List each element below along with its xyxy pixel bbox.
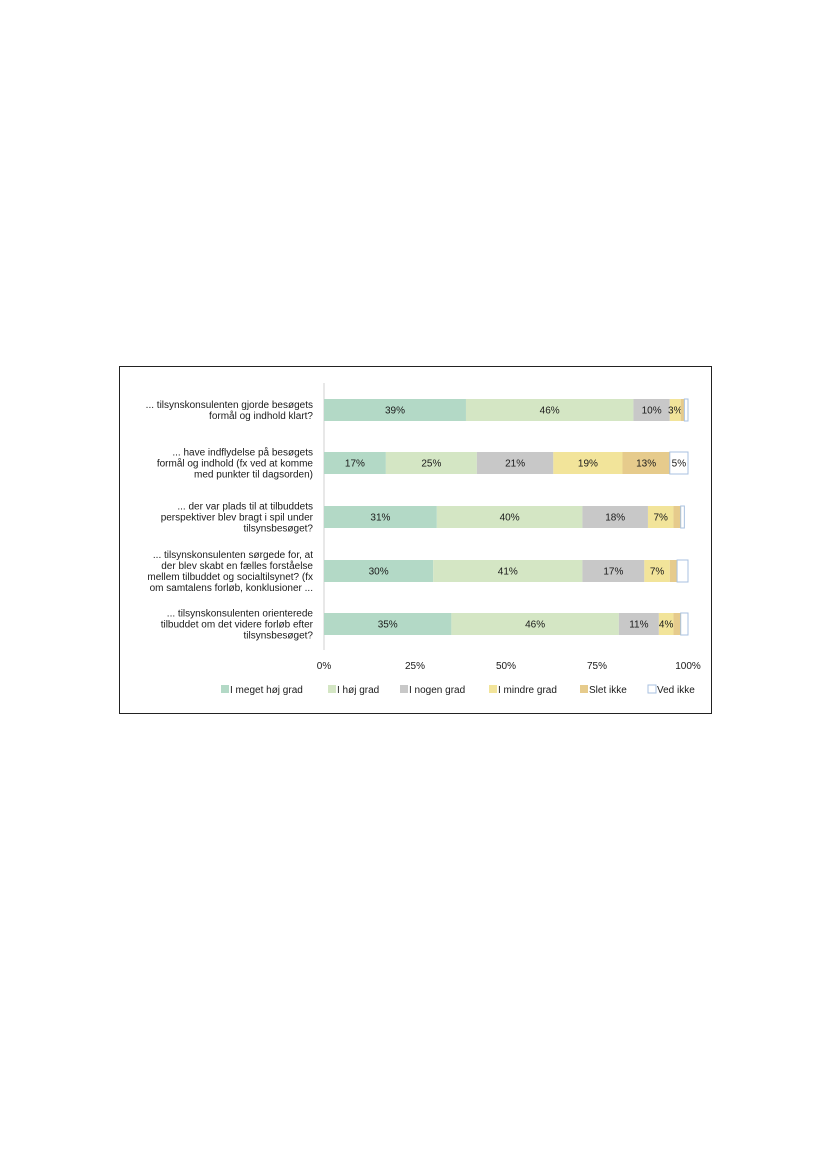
bar-segment-1-1 (324, 399, 466, 421)
bar-segment-4-6 (676, 559, 689, 583)
legend-swatch-3 (400, 685, 408, 693)
bar-segment-3-5 (673, 506, 681, 528)
data-label-3-2: 40% (500, 513, 520, 524)
data-label-4-2: 41% (498, 567, 518, 578)
bar-segment-2-6 (669, 451, 689, 475)
x-tick-label-2: 25% (405, 661, 425, 672)
bar-segment-5-2 (451, 613, 619, 635)
data-label-4-3: 17% (603, 567, 623, 578)
bar-segment-1-6 (683, 398, 689, 422)
data-label-5-1: 35% (378, 620, 398, 631)
bar-segment-5-5 (673, 613, 681, 635)
data-label-5-2: 46% (525, 620, 545, 631)
legend-swatch-6 (647, 684, 657, 694)
data-label-1-4: 3% (668, 406, 683, 417)
x-tick-label-1: 0% (317, 661, 332, 672)
bar-segment-1-2 (465, 399, 634, 421)
bar-segment-1-5 (680, 399, 685, 421)
bar-segment-5-1 (324, 613, 452, 635)
bar-segment-3-4 (647, 506, 674, 528)
data-label-5-4: 4% (659, 620, 674, 631)
data-label-2-3: 21% (505, 459, 525, 470)
data-label-5-3: 11% (629, 620, 648, 631)
bar-segment-4-4 (644, 560, 670, 582)
category-label-5: ... tilsynskonsulenten orienterede tilbud… (161, 609, 314, 642)
stacked-bar-chart: ... tilsynskonsulenten gjorde besøgets fo… (146, 383, 701, 696)
data-label-1-1: 39% (385, 406, 405, 417)
legend-label-5: Slet ikke (589, 685, 627, 696)
data-label-4-1: 30% (369, 567, 389, 578)
legend-swatch-5 (580, 685, 588, 693)
bar-segment-5-6 (680, 612, 689, 636)
bar-segment-3-6 (680, 505, 685, 529)
x-tick-label-5: 100% (675, 661, 701, 672)
legend-label-1: I meget høj grad (230, 685, 303, 696)
bar-segment-3-1 (324, 506, 437, 528)
data-label-2-5: 13% (636, 459, 656, 470)
bar-segment-3-2 (436, 506, 583, 528)
legend-label-6: Ved ikke (657, 685, 695, 696)
data-label-2-2: 25% (421, 459, 441, 470)
bar-segment-1-3 (633, 399, 670, 421)
bar-segment-3-3 (582, 506, 648, 528)
bar-segment-2-2 (385, 452, 477, 474)
legend-swatch-4 (489, 685, 497, 693)
legend-label-4: I mindre grad (498, 685, 557, 696)
data-label-1-3: 10% (642, 406, 662, 417)
data-label-3-4: 7% (653, 513, 668, 524)
legend-label-2: I høj grad (337, 685, 379, 696)
bar-segment-2-5 (622, 452, 670, 474)
category-label-3: ... der var plads til at tilbuddets persp… (161, 502, 314, 535)
bar-segment-4-1 (324, 560, 434, 582)
legend-swatch-1 (221, 685, 229, 693)
category-label-4: ... tilsynskonsulenten sørgede for, at de… (147, 550, 313, 594)
data-label-4-4: 7% (650, 567, 665, 578)
bar-segment-5-3 (618, 613, 659, 635)
category-label-1: ... tilsynskonsulenten gjorde besøgets fo… (146, 400, 314, 422)
bar-segment-5-4 (658, 613, 674, 635)
bar-segment-4-3 (582, 560, 645, 582)
x-tick-label-4: 75% (587, 661, 607, 672)
legend-swatch-2 (328, 685, 336, 693)
bar-segment-1-4 (669, 399, 681, 421)
bar-segment-4-5 (669, 560, 678, 582)
data-label-3-1: 31% (370, 513, 390, 524)
data-label-3-3: 18% (605, 513, 625, 524)
bar-segment-2-4 (553, 452, 623, 474)
category-label-2: ... have indflydelse på besøgets formål o… (157, 447, 314, 481)
bar-segment-4-2 (433, 560, 583, 582)
data-label-2-1: 17% (345, 459, 365, 470)
bar-segment-2-3 (476, 452, 554, 474)
data-label-2-6: 5% (672, 459, 687, 470)
data-label-2-4: 19% (578, 459, 598, 470)
x-tick-label-3: 50% (496, 661, 516, 672)
legend-label-3: I nogen grad (409, 685, 465, 696)
data-label-1-2: 46% (540, 406, 560, 417)
bar-segment-2-1 (324, 452, 386, 474)
chart-frame: ... tilsynskonsulenten gjorde besøgets fo… (119, 366, 712, 714)
